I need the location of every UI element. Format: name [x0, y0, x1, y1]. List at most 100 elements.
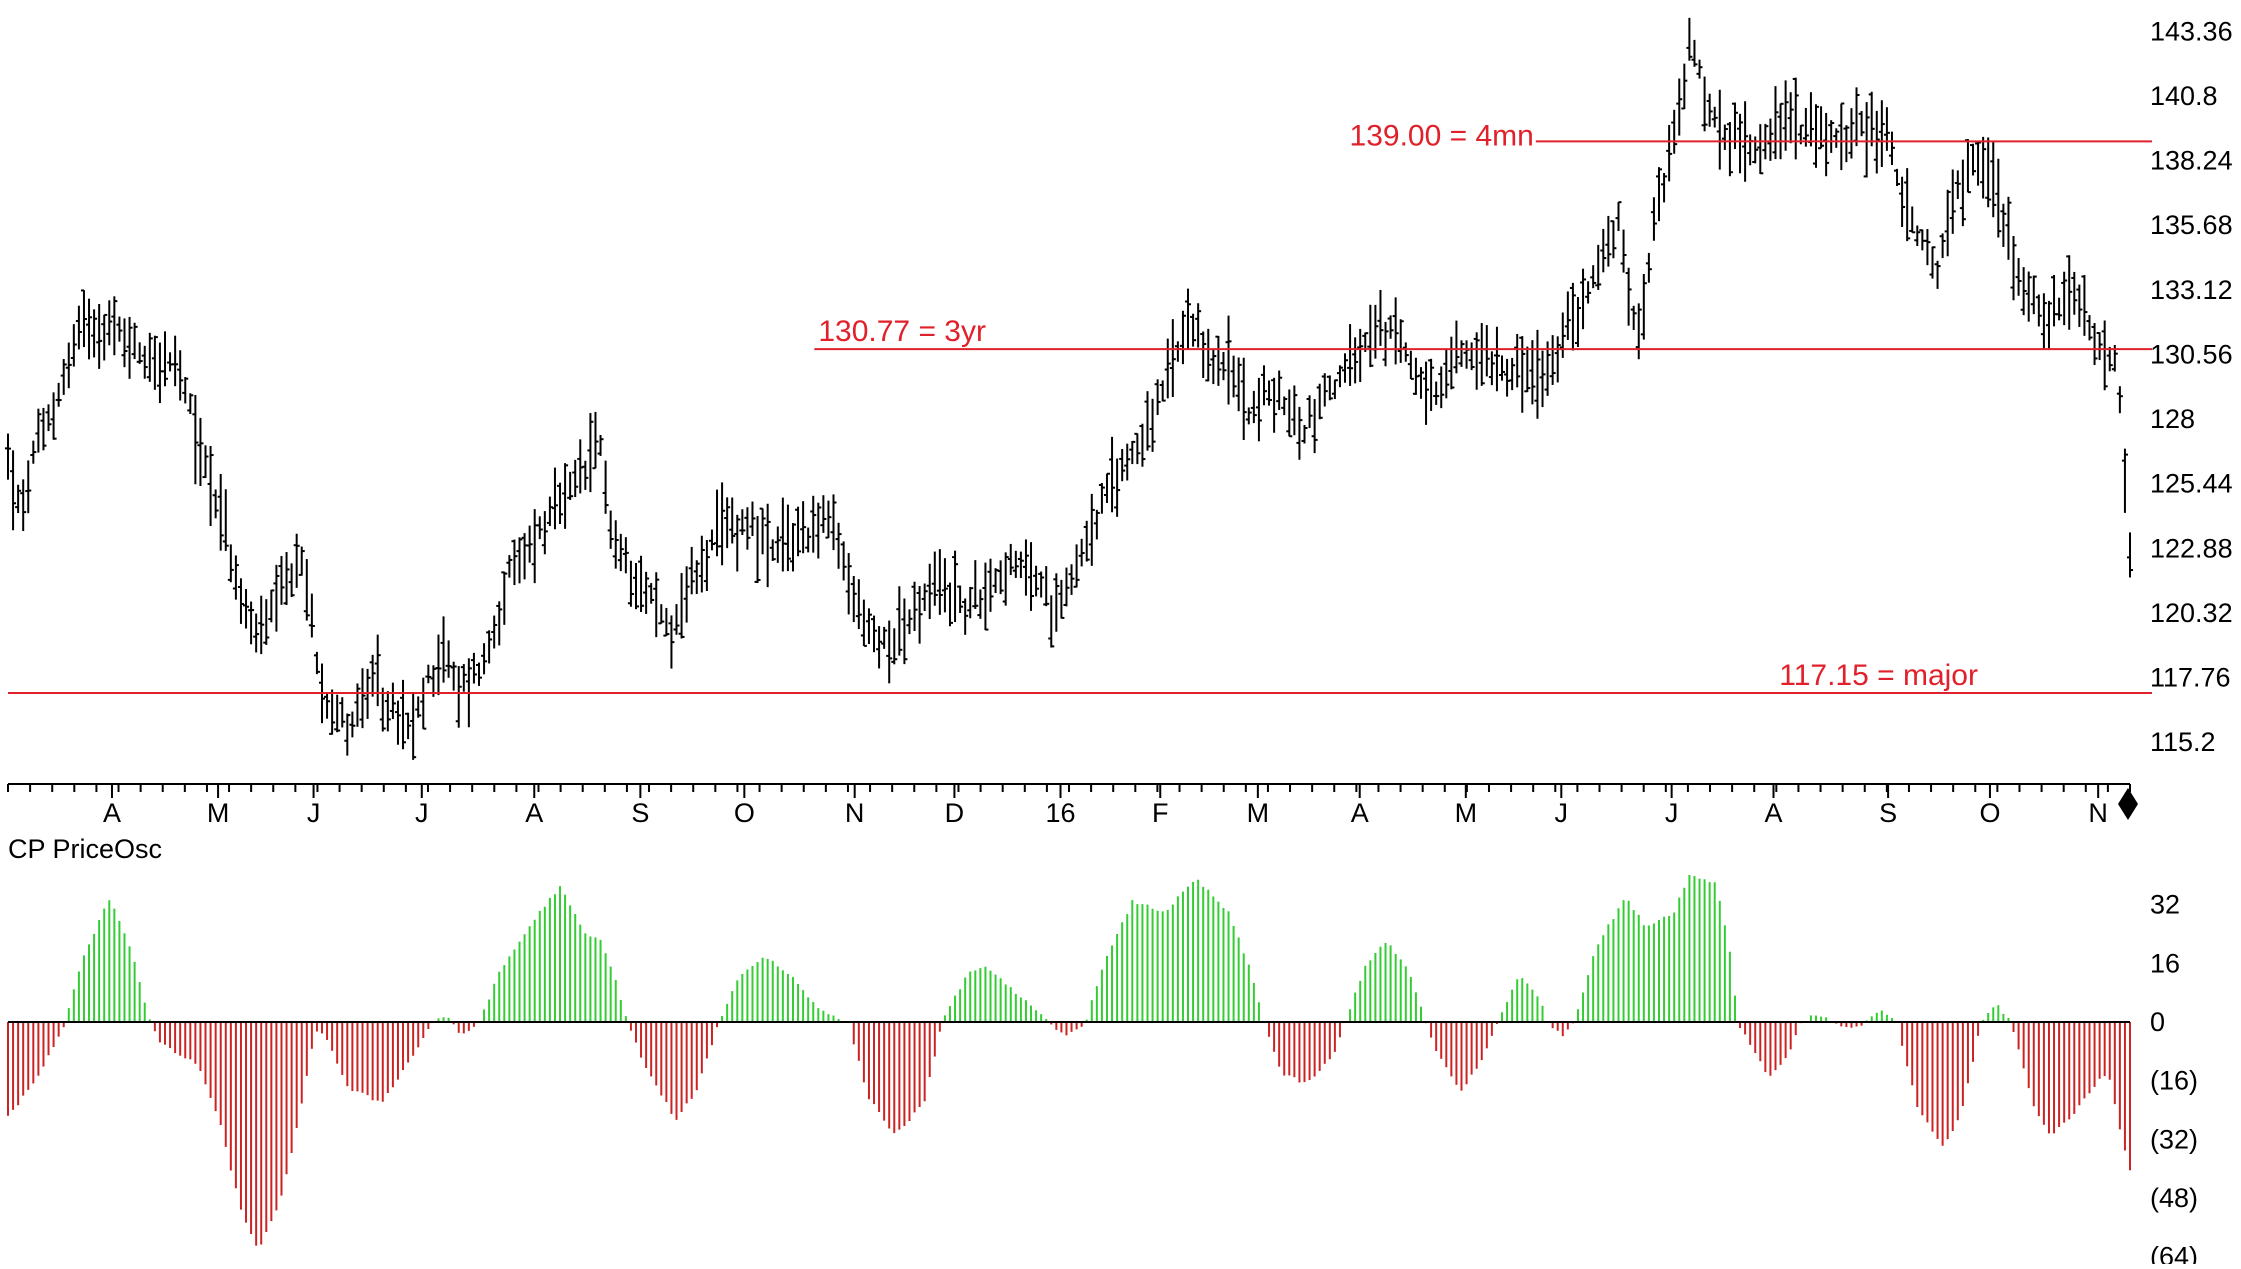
- price-bar: [1894, 168, 1901, 187]
- price-bar: [481, 643, 488, 675]
- price-bar: [126, 316, 133, 379]
- price-bar: [2096, 332, 2103, 361]
- end-marker-diamond-icon: [2118, 788, 2138, 820]
- price-bar: [1276, 370, 1283, 411]
- price-bar: [1964, 139, 1971, 194]
- price-bar: [891, 628, 898, 665]
- x-tick-label: F: [1152, 798, 1169, 828]
- price-bar: [1848, 108, 1855, 159]
- price-y-tick-label: 122.88: [2150, 533, 2233, 563]
- price-bar: [1802, 107, 1809, 147]
- price-bar: [344, 713, 351, 756]
- price-bar: [1559, 312, 1566, 358]
- price-bar: [303, 559, 310, 621]
- price-bar: [50, 392, 57, 440]
- price-y-tick-label: 117.76: [2150, 663, 2231, 693]
- price-bar: [121, 318, 128, 368]
- price-bar: [1585, 281, 1592, 304]
- price-bar: [1843, 125, 1850, 163]
- price-bar: [2010, 235, 2017, 301]
- price-bar: [75, 305, 82, 350]
- price-bar: [1600, 228, 1607, 273]
- price-y-tick-label: 133.12: [2150, 275, 2233, 305]
- price-bar: [486, 630, 493, 664]
- price-bar: [141, 345, 148, 379]
- price-bar: [729, 497, 736, 544]
- price-bar: [35, 408, 42, 453]
- price-bar: [1109, 436, 1116, 513]
- price-bar: [45, 404, 52, 432]
- price-bar: [845, 553, 852, 615]
- price-bar: [15, 484, 22, 514]
- price-bar: [1281, 396, 1288, 416]
- price-bar: [784, 504, 791, 572]
- price-bar: [288, 563, 295, 598]
- price-bar: [86, 298, 93, 360]
- price-bar: [952, 550, 959, 622]
- price-bar: [855, 579, 862, 629]
- price-bar: [1483, 325, 1490, 377]
- price-bar: [972, 560, 979, 609]
- price-bar: [197, 417, 204, 486]
- price-bar: [2116, 386, 2123, 414]
- price-bar: [491, 615, 498, 649]
- price-bar: [1883, 107, 1890, 151]
- price-bar: [708, 529, 715, 551]
- price-bar: [1382, 321, 1389, 367]
- price-bar: [1716, 89, 1723, 170]
- price-bar: [1068, 564, 1075, 595]
- price-bar: [1524, 346, 1531, 393]
- price-bar: [1529, 340, 1536, 405]
- price-bar: [1260, 365, 1267, 406]
- price-bar: [227, 544, 234, 583]
- price-bar: [653, 572, 660, 638]
- price-y-tick-label: 128: [2150, 404, 2195, 434]
- price-bar: [2101, 320, 2108, 391]
- x-tick-label: O: [734, 798, 755, 828]
- price-bar: [1620, 229, 1627, 273]
- price-bar: [1777, 102, 1784, 160]
- price-bar: [470, 652, 477, 684]
- price-bar: [293, 533, 300, 588]
- price-bar: [688, 546, 695, 595]
- price-bar: [1458, 340, 1465, 367]
- price-bar: [298, 546, 305, 576]
- price-bar: [116, 316, 123, 342]
- price-bar: [1038, 571, 1045, 598]
- price-bar: [592, 411, 599, 470]
- price-bar: [1387, 315, 1394, 339]
- price-bar: [1661, 172, 1668, 203]
- price-bar: [1316, 383, 1323, 420]
- price-bar: [1033, 565, 1040, 597]
- price-bar: [435, 634, 442, 696]
- price-bar: [2000, 203, 2007, 247]
- price-bar: [881, 626, 888, 649]
- price-bar: [982, 562, 989, 631]
- oscillator-y-tick-label: 0: [2150, 1007, 2165, 1037]
- price-bar: [1666, 125, 1673, 182]
- price-bar: [1605, 215, 1612, 267]
- price-bar: [1904, 168, 1911, 242]
- price-bar: [1311, 399, 1318, 454]
- price-bar: [1245, 407, 1252, 425]
- price-bar: [2121, 448, 2128, 513]
- price-bar: [1159, 380, 1166, 402]
- price-bar: [1326, 375, 1333, 401]
- price-bar: [2127, 532, 2133, 578]
- price-bar: [1878, 100, 1885, 168]
- price-bar: [1929, 246, 1936, 279]
- price-bar: [2071, 271, 2078, 315]
- price-bar: [1190, 313, 1197, 347]
- price-bar: [1210, 349, 1217, 385]
- price-bar: [1078, 538, 1085, 567]
- price-bar: [1944, 189, 1951, 257]
- price-bar: [1681, 63, 1688, 110]
- price-bar: [1321, 373, 1328, 407]
- price-y-tick-label: 115.2: [2150, 727, 2216, 757]
- price-bar: [698, 535, 705, 593]
- price-bar: [886, 620, 893, 684]
- price-bar: [450, 661, 457, 691]
- price-bar: [1858, 111, 1865, 137]
- price-bar: [805, 527, 812, 553]
